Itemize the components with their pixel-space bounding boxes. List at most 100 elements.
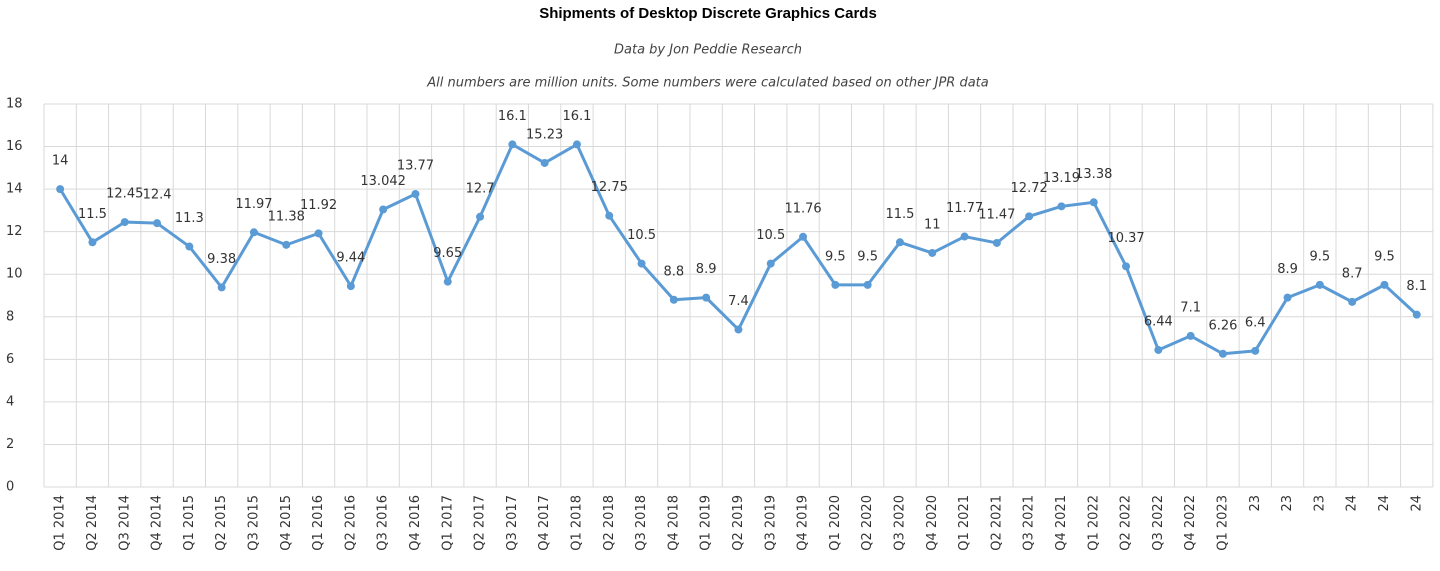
- point: [1089, 198, 1098, 207]
- x-tick-label: Q2 2015: [214, 495, 229, 551]
- data-label: 12.45: [106, 187, 143, 202]
- point: [249, 228, 258, 237]
- point: [734, 325, 743, 334]
- data-label: 8.9: [1277, 262, 1298, 277]
- x-tick-label: Q3 2019: [763, 495, 778, 551]
- x-tick-label: Q2 2021: [989, 495, 1004, 551]
- chart-title: Shipments of Desktop Discrete Graphics C…: [539, 5, 877, 22]
- data-label: 16.1: [562, 109, 591, 124]
- y-tick-label: 0: [6, 480, 14, 495]
- data-label: 15.23: [526, 127, 563, 142]
- data-label: 8.9: [696, 262, 717, 277]
- point: [508, 140, 517, 149]
- y-tick-label: 14: [6, 182, 23, 197]
- point: [1380, 280, 1389, 289]
- x-tick-label: Q4 2016: [408, 495, 423, 551]
- data-label: 6.4: [1245, 315, 1266, 330]
- x-tick-label: Q1 2016: [311, 495, 326, 551]
- point: [443, 277, 452, 286]
- point: [1057, 202, 1066, 211]
- y-tick-label: 16: [6, 139, 23, 154]
- data-label: 10.5: [627, 228, 656, 243]
- data-label: 13.38: [1075, 167, 1112, 182]
- point: [217, 283, 226, 292]
- point: [1154, 345, 1163, 354]
- point: [1283, 293, 1292, 302]
- point: [1122, 262, 1131, 271]
- point: [476, 212, 485, 221]
- data-label: 12.7: [466, 181, 495, 196]
- x-tick-label: Q3 2016: [376, 495, 391, 551]
- data-label: 9.5: [1310, 249, 1331, 264]
- point: [669, 295, 678, 304]
- point: [88, 238, 97, 247]
- point: [1218, 349, 1227, 358]
- data-label: 8.8: [664, 264, 685, 279]
- data-label: 9.5: [857, 249, 878, 264]
- data-label: 13.19: [1043, 171, 1080, 186]
- point: [637, 259, 646, 268]
- x-tick-label: Q2 2020: [860, 495, 875, 551]
- point: [992, 238, 1001, 247]
- data-label: 10.37: [1107, 231, 1144, 246]
- point: [540, 158, 549, 167]
- data-label: 11.92: [300, 198, 337, 213]
- point: [282, 240, 291, 249]
- point: [314, 229, 323, 238]
- data-label: 11.5: [885, 207, 914, 222]
- data-label: 14: [52, 154, 69, 169]
- data-label: 9.44: [336, 251, 365, 266]
- data-label: 9.38: [207, 252, 236, 267]
- point: [1348, 297, 1357, 306]
- data-label: 13.042: [360, 174, 406, 189]
- y-tick-label: 8: [6, 309, 14, 324]
- chart-subtitle: Data by Jon Peddie Research: [614, 43, 802, 58]
- point: [928, 248, 937, 257]
- data-label: 13.77: [397, 159, 434, 174]
- x-tick-label: Q4 2018: [666, 495, 681, 551]
- x-tick-label: Q4 2014: [150, 495, 165, 551]
- x-tick-label: 24: [1377, 495, 1392, 512]
- point: [766, 259, 775, 268]
- x-tick-label: Q3 2022: [1151, 495, 1166, 551]
- data-label: 12.4: [143, 188, 172, 203]
- x-tick-label: Q1 2019: [699, 495, 714, 551]
- x-tick-label: Q2 2019: [731, 495, 746, 551]
- data-label: 6.44: [1144, 314, 1173, 329]
- x-tick-label: Q1 2020: [828, 495, 843, 551]
- chart-note: All numbers are million units. Some numb…: [426, 76, 989, 91]
- y-tick-label: 12: [6, 224, 23, 239]
- x-tick-label: Q4 2017: [537, 495, 552, 551]
- point: [185, 242, 194, 251]
- x-tick-label: Q4 2020: [925, 495, 940, 551]
- point: [799, 232, 808, 241]
- x-tick-label: 23: [1248, 495, 1263, 512]
- x-tick-label: Q4 2015: [279, 495, 294, 551]
- data-label: 11.47: [978, 207, 1015, 222]
- point: [863, 280, 872, 289]
- data-label: 6.26: [1208, 318, 1237, 333]
- x-tick-label: Q3 2017: [505, 495, 520, 551]
- point: [831, 280, 840, 289]
- x-tick-label: Q3 2015: [246, 495, 261, 551]
- data-label: 11.3: [175, 211, 204, 226]
- point: [346, 282, 355, 291]
- data-label: 10.5: [756, 228, 785, 243]
- x-tick-label: 23: [1312, 495, 1327, 512]
- point: [1315, 280, 1324, 289]
- x-tick-label: Q3 2020: [892, 495, 907, 551]
- x-tick-label: Q2 2014: [85, 495, 100, 551]
- point: [702, 293, 711, 302]
- x-tick-label: 24: [1409, 495, 1424, 512]
- x-tick-label: Q2 2018: [602, 495, 617, 551]
- data-label: 16.1: [498, 109, 527, 124]
- point: [1186, 331, 1195, 340]
- x-tick-label: Q1 2022: [1086, 495, 1101, 551]
- y-tick-label: 6: [6, 352, 14, 367]
- x-tick-label: Q3 2021: [1022, 495, 1037, 551]
- data-label: 11.76: [784, 201, 821, 216]
- data-label: 11: [924, 217, 941, 232]
- point: [572, 140, 581, 149]
- x-tick-label: 23: [1280, 495, 1295, 512]
